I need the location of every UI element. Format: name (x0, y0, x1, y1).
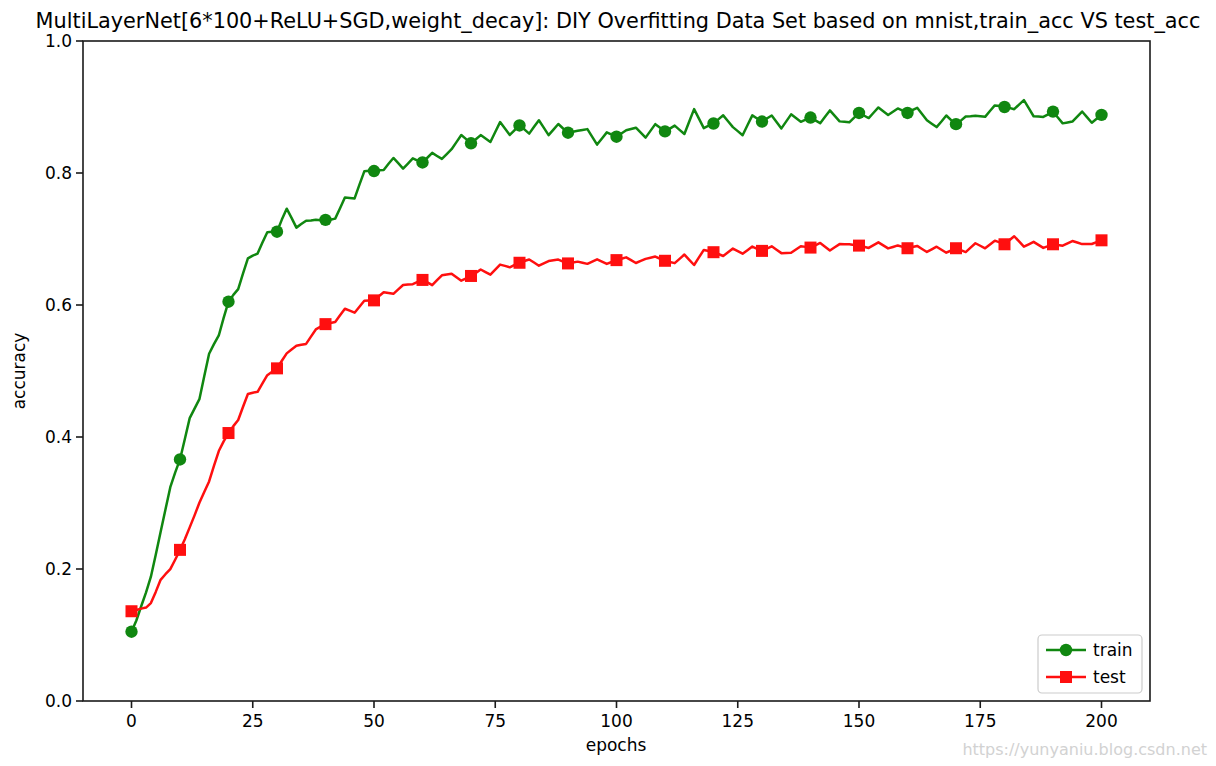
x-tick-label: 50 (363, 711, 385, 731)
marker-train (125, 626, 137, 638)
marker-test (708, 246, 720, 258)
y-tick-label: 0.2 (45, 559, 72, 579)
marker-train (1095, 109, 1107, 121)
marker-train (950, 118, 962, 130)
marker-test (805, 242, 817, 254)
marker-test (174, 544, 186, 556)
legend-train-label: train (1093, 640, 1133, 660)
marker-test (465, 270, 477, 282)
marker-test (756, 245, 768, 257)
x-tick-label: 200 (1085, 711, 1117, 731)
marker-test (320, 318, 332, 330)
marker-train (804, 111, 816, 123)
legend-test-marker (1060, 671, 1072, 683)
marker-test (223, 427, 235, 439)
marker-test (514, 257, 526, 269)
marker-test (417, 274, 429, 286)
marker-train (416, 156, 428, 168)
marker-train (853, 107, 865, 119)
x-tick-label: 125 (722, 711, 754, 731)
marker-test (562, 257, 574, 269)
x-tick-label: 75 (484, 711, 506, 731)
x-axis-label: epochs (586, 735, 647, 755)
marker-train (901, 107, 913, 119)
marker-train (998, 101, 1010, 113)
marker-train (174, 453, 186, 465)
y-axis-label: accuracy (9, 333, 29, 410)
x-tick-label: 25 (242, 711, 264, 731)
marker-train (368, 165, 380, 177)
marker-test (853, 240, 865, 252)
marker-test (1096, 234, 1108, 246)
marker-train (1047, 105, 1059, 117)
y-tick-label: 0.0 (45, 691, 72, 711)
y-tick-label: 1.0 (45, 31, 72, 51)
marker-test (1047, 238, 1059, 250)
x-tick-label: 175 (964, 711, 996, 731)
y-tick-label: 0.4 (45, 427, 72, 447)
watermark: https://yunyaniu.blog.csdn.net (962, 740, 1207, 759)
y-tick-label: 0.8 (45, 163, 72, 183)
marker-test (902, 242, 914, 254)
marker-test (611, 254, 623, 266)
legend-test-label: test (1093, 667, 1126, 687)
x-tick-label: 150 (843, 711, 875, 731)
marker-test (271, 362, 283, 374)
y-tick-label: 0.6 (45, 295, 72, 315)
marker-train (659, 125, 671, 137)
marker-train (610, 131, 622, 143)
marker-train (465, 137, 477, 149)
marker-test (999, 238, 1011, 250)
marker-test (659, 255, 671, 267)
accuracy-chart: MultiLayerNet[6*100+ReLU+SGD,weight_deca… (0, 0, 1216, 766)
x-tick-label: 0 (126, 711, 137, 731)
marker-train (319, 214, 331, 226)
legend-train-marker (1060, 644, 1072, 656)
x-tick-label: 100 (600, 711, 632, 731)
marker-train (756, 115, 768, 127)
chart-title: MultiLayerNet[6*100+ReLU+SGD,weight_deca… (36, 9, 1201, 33)
legend: train test (1038, 635, 1142, 693)
marker-train (707, 117, 719, 129)
marker-test (950, 242, 962, 254)
marker-train (222, 296, 234, 308)
marker-train (271, 226, 283, 238)
marker-test (368, 294, 380, 306)
marker-test (126, 605, 138, 617)
marker-train (562, 127, 574, 139)
marker-train (513, 119, 525, 131)
